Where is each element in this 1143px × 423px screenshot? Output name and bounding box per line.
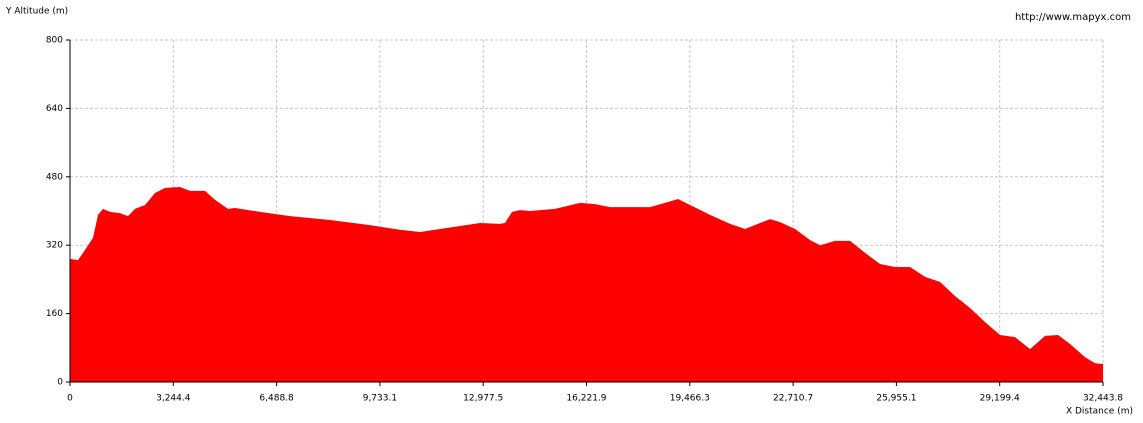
x-tick-label: 0 [67,394,73,404]
x-tick-label: 29,199.4 [980,394,1020,404]
area [70,187,1103,382]
x-tick-label: 16,221.9 [566,394,606,404]
y-tick-label: 800 [46,36,63,46]
x-tick-label: 32,443.8 [1083,394,1123,404]
x-tick-label: 12,977.5 [463,394,503,404]
source-link[interactable]: http://www.mapyx.com [1015,12,1131,23]
y-tick-label: 0 [57,378,63,388]
x-tick-label: 9,733.1 [363,394,397,404]
x-tick-label: 3,244.4 [156,394,191,404]
y-tick-label: 480 [46,172,63,182]
y-tick-label: 320 [46,241,63,251]
y-axis-label: Y Altitude (m) [5,7,68,17]
y-tick-label: 160 [46,309,63,319]
x-tick-label: 6,488.8 [259,394,294,404]
y-tick-label: 640 [46,104,63,114]
x-axis-label: X Distance (m) [1066,407,1133,417]
x-tick-label: 25,955.1 [876,394,916,404]
x-tick-label: 22,710.7 [773,394,813,404]
x-tick-label: 19,466.3 [670,394,710,404]
